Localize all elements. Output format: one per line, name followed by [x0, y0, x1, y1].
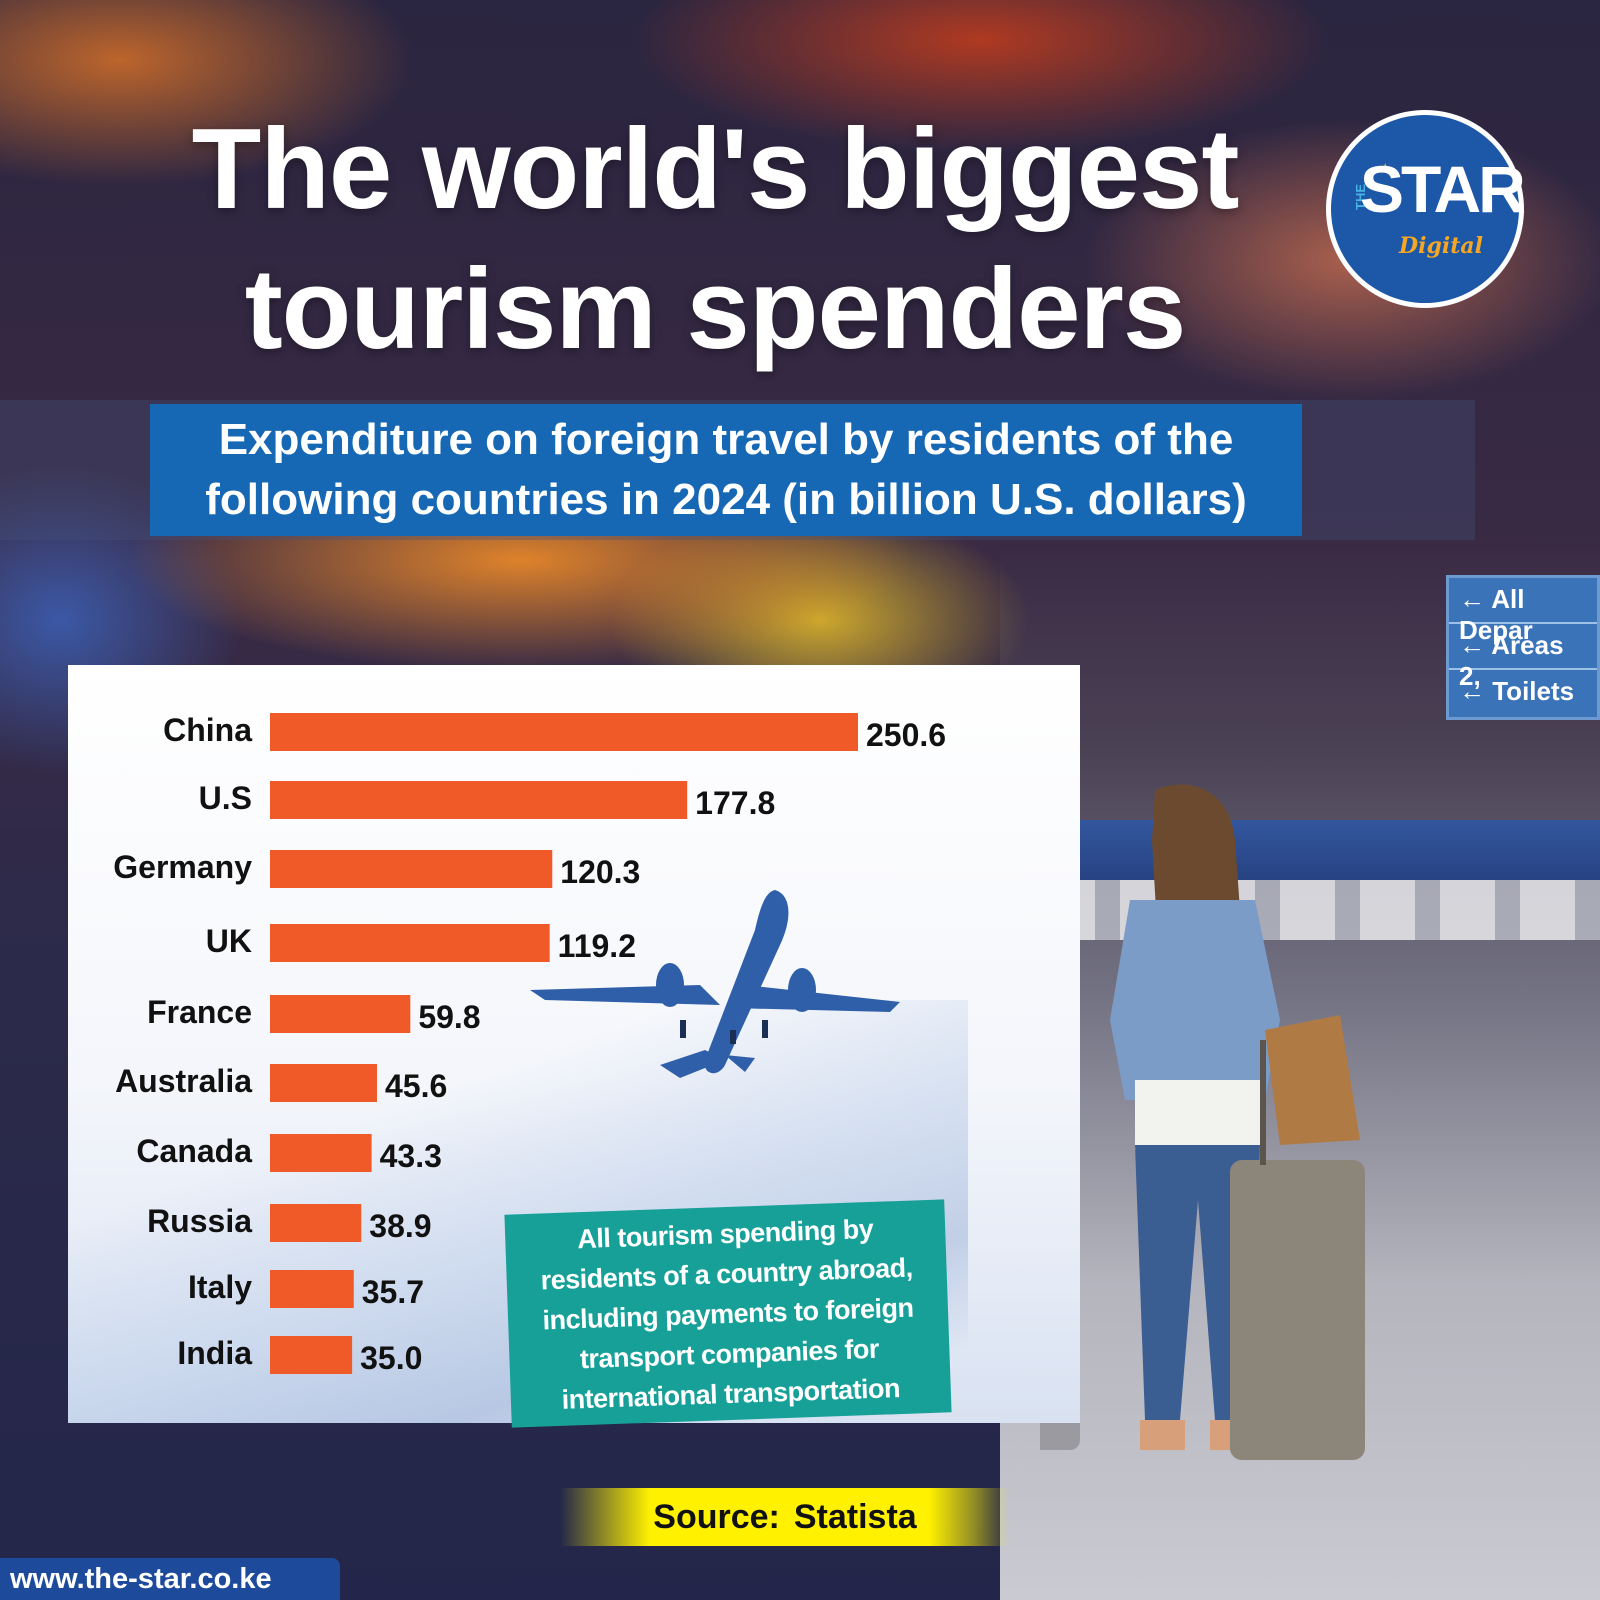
- category-label: Australia: [115, 1063, 252, 1099]
- website-box: [0, 1558, 340, 1600]
- value-label: 38.9: [369, 1208, 431, 1244]
- source-label: Source:: [653, 1497, 780, 1536]
- value-label: 35.0: [360, 1340, 422, 1376]
- sign-row-toilets: ← Toilets: [1459, 676, 1575, 706]
- value-label: 120.3: [560, 854, 640, 890]
- category-label: Italy: [188, 1269, 252, 1305]
- airplane-icon: [530, 890, 900, 1078]
- bar-chart: China 250.6 U.S 177.8 Germany 120.3 UK 119.2 Fra…: [113, 712, 946, 1376]
- category-label: China: [163, 712, 252, 748]
- logo-digital-text: Digital: [1399, 233, 1483, 259]
- bar: [270, 924, 550, 962]
- value-label: 119.2: [558, 928, 636, 964]
- sign-row-departures: ← All Depar: [1449, 578, 1597, 645]
- logo-star-icon: ★: [1379, 160, 1392, 176]
- check-in-counters: [1050, 820, 1600, 880]
- category-label: UK: [206, 923, 252, 959]
- bar: [270, 995, 411, 1033]
- bar: [270, 1134, 372, 1172]
- logo-name-text: STAR: [1360, 152, 1526, 226]
- website-link[interactable]: www.the-star.co.ke: [10, 1562, 272, 1595]
- airport-sign: ← All Depar ← Areas 2, ← Toilets: [1446, 575, 1600, 720]
- bar: [270, 781, 688, 819]
- source-highlight: [560, 1488, 1010, 1546]
- value-label: 177.8: [695, 785, 775, 821]
- bar: [270, 850, 553, 888]
- bar: [270, 1336, 353, 1374]
- bar: [270, 1204, 362, 1242]
- source-value: Statista: [793, 1497, 917, 1536]
- traveler-illustration: [1040, 784, 1365, 1460]
- the-star-logo: THE ★ STAR Digital: [1326, 110, 1526, 308]
- category-label: Canada: [136, 1133, 252, 1169]
- chart-subtitle: Expenditure on foreign travel by residen…: [205, 415, 1247, 524]
- category-label: France: [147, 994, 252, 1030]
- category-label: U.S: [199, 780, 252, 816]
- title-line-1: The world's biggest: [191, 106, 1240, 233]
- subtitle-box: [150, 404, 1302, 536]
- value-label: 59.8: [418, 999, 480, 1035]
- value-label: 35.7: [362, 1274, 424, 1310]
- bar: [270, 713, 858, 751]
- definition-note: All tourism spending by residents of a c…: [504, 1199, 952, 1428]
- title-line-2: tourism spenders: [244, 246, 1187, 373]
- category-label: India: [177, 1335, 252, 1371]
- category-label: Germany: [113, 849, 252, 885]
- category-label: Russia: [147, 1203, 252, 1239]
- bar: [270, 1064, 377, 1102]
- sign-row-areas: ← Areas 2,: [1449, 624, 1597, 691]
- source-credit: Source: Statista: [560, 1488, 1010, 1546]
- value-label: 43.3: [380, 1138, 442, 1174]
- value-label: 250.6: [866, 717, 946, 753]
- bar: [270, 1270, 354, 1308]
- page-title: The world's biggest tourism spenders: [100, 100, 1330, 380]
- logo-badge: THE ★ STAR Digital: [1331, 115, 1526, 303]
- value-label: 45.6: [385, 1068, 447, 1104]
